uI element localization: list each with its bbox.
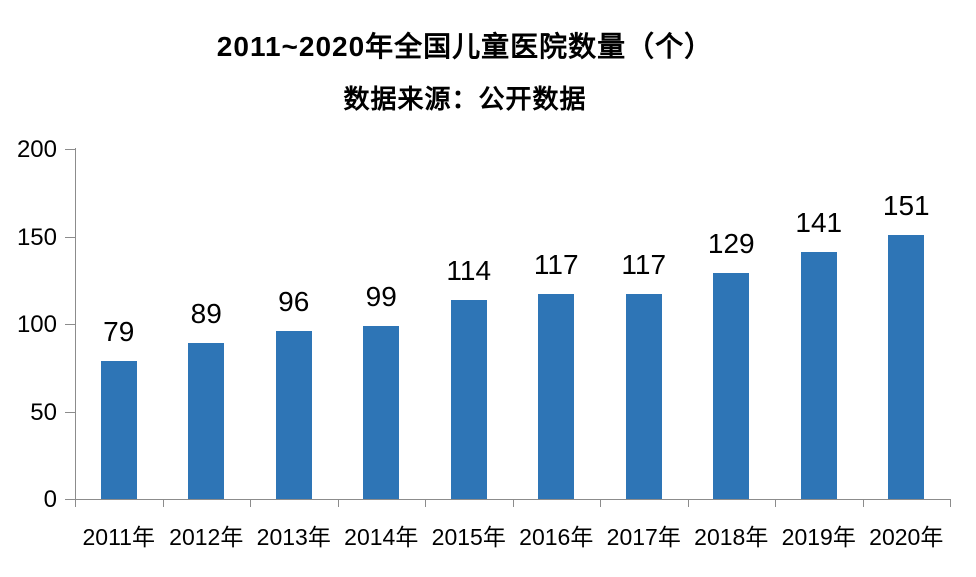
bar-value-label: 79 xyxy=(103,315,135,347)
y-axis-tick-label: 0 xyxy=(43,486,57,513)
x-axis-label: 2016年 xyxy=(519,524,594,550)
x-axis-tick xyxy=(775,500,776,507)
bar-2019年 xyxy=(800,252,837,499)
x-axis-label: 2018年 xyxy=(694,524,769,550)
x-axis-tick xyxy=(512,500,514,507)
y-axis-tick-label: 200 xyxy=(16,136,57,163)
bar-value-label: 89 xyxy=(190,298,222,330)
x-axis-label: 2012年 xyxy=(169,524,244,550)
x-axis-label: 2014年 xyxy=(344,524,419,550)
bar-value-label: 129 xyxy=(707,228,755,260)
x-axis-tick xyxy=(950,500,951,507)
y-axis-tick xyxy=(65,499,75,500)
bar-2011年 xyxy=(100,360,137,499)
x-axis-line xyxy=(75,499,951,500)
bar-2013年 xyxy=(275,331,312,499)
x-axis-tick xyxy=(162,500,164,507)
bar-2014年 xyxy=(363,325,400,499)
y-axis-tick xyxy=(65,149,75,150)
x-axis-tick xyxy=(600,500,601,507)
x-axis-tick xyxy=(337,500,339,507)
bar-value-label: 151 xyxy=(882,189,930,221)
bar-2020年 xyxy=(888,234,925,499)
x-axis-label: 2019年 xyxy=(781,524,856,550)
bar-2018年 xyxy=(713,273,750,499)
bar-value-label: 117 xyxy=(533,249,579,281)
y-axis-tick-label: 150 xyxy=(16,223,57,251)
chart-title: 2011~2020年全国儿童医院数量（个） xyxy=(216,31,714,62)
bar-2012年 xyxy=(188,343,225,499)
y-axis-tick xyxy=(65,411,75,413)
y-axis-tick xyxy=(65,324,75,325)
x-axis-tick xyxy=(862,500,864,507)
x-axis-label: 2017年 xyxy=(606,524,681,550)
bar-value-label: 96 xyxy=(278,286,310,317)
x-axis-tick xyxy=(425,500,426,507)
x-axis-tick xyxy=(75,500,76,507)
x-axis-label: 2013年 xyxy=(256,524,331,550)
bar-value-label: 141 xyxy=(795,207,843,239)
x-axis-label: 2015年 xyxy=(431,524,506,550)
bar-value-label: 114 xyxy=(446,254,492,286)
chart-subtitle: 数据来源：公开数据 xyxy=(343,84,587,114)
x-axis-tick xyxy=(687,500,689,507)
y-axis-tick-label: 100 xyxy=(16,311,57,338)
y-axis-line xyxy=(75,148,76,499)
bar-value-label: 117 xyxy=(621,249,667,281)
bar-value-label: 99 xyxy=(365,280,397,312)
bar-2017年 xyxy=(625,294,662,499)
x-axis-tick xyxy=(250,500,251,507)
bar-2016年 xyxy=(538,294,575,499)
x-axis-label: 2011年 xyxy=(82,524,155,550)
y-axis-tick xyxy=(65,236,75,238)
bar-2015年 xyxy=(450,299,487,499)
y-axis-tick-label: 50 xyxy=(30,398,57,426)
x-axis-label: 2020年 xyxy=(869,524,944,550)
